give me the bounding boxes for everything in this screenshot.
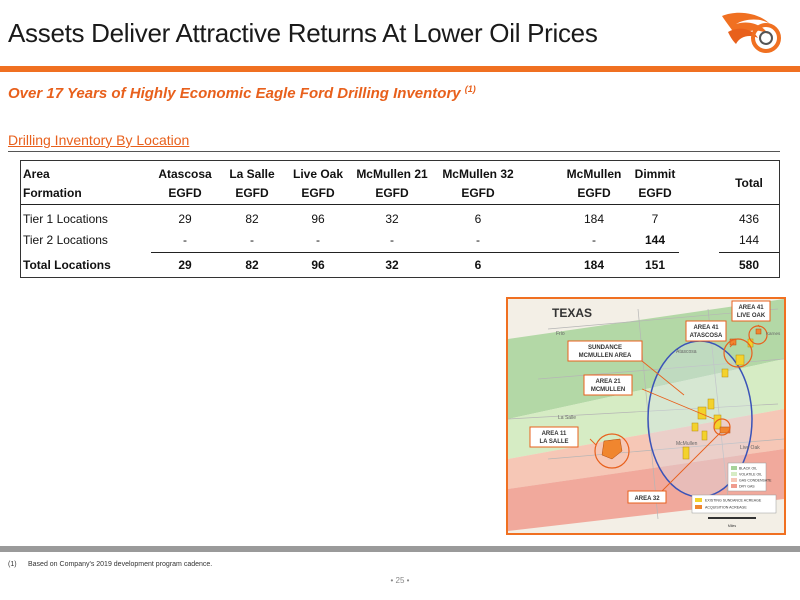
callout-line: LA SALLE bbox=[539, 439, 568, 445]
legend-label: DRY GAS bbox=[739, 485, 755, 489]
callout-line: LIVE OAK bbox=[737, 313, 766, 319]
subtitle-footnote-ref: (1) bbox=[464, 84, 476, 94]
table-cell: 32 bbox=[385, 258, 399, 272]
table-cell: 82 bbox=[245, 258, 259, 272]
col-header-total: Total bbox=[735, 176, 763, 190]
section-rule bbox=[8, 151, 780, 152]
table-cell: 6 bbox=[474, 212, 482, 226]
callout-line: SUNDANCE bbox=[588, 345, 622, 351]
callout-line: AREA 41 bbox=[738, 305, 764, 311]
header-separator bbox=[21, 204, 779, 205]
company-logo bbox=[722, 12, 781, 53]
table-cell: 151 bbox=[644, 258, 666, 272]
county-label: La Salle bbox=[558, 415, 576, 421]
row-label-total: Total Locations bbox=[23, 258, 111, 272]
scale-bar bbox=[708, 517, 756, 519]
col-header-formation: EGFD bbox=[168, 186, 202, 200]
table-cell-total: 144 bbox=[738, 233, 760, 247]
legend-label: EXISTING SUNDANCE ACREAGE bbox=[705, 499, 762, 503]
map-graphic: TEXAS Frio Atascosa Karnes La Salle McMu… bbox=[508, 299, 784, 533]
table-cell: - bbox=[183, 233, 187, 247]
row-label-tier2: Tier 2 Locations bbox=[23, 233, 108, 247]
col-header-area: McMullen bbox=[566, 167, 622, 181]
col-header-formation: EGFD bbox=[301, 186, 335, 200]
callout-line: MCMULLEN AREA bbox=[579, 353, 632, 359]
table-cell: 96 bbox=[311, 258, 325, 272]
legend-label: ACQUISITION ACREAGE bbox=[705, 506, 747, 510]
legend-label: BLACK OIL bbox=[739, 467, 757, 471]
col-header-area: La Salle bbox=[229, 167, 275, 181]
page-title: Assets Deliver Attractive Returns At Low… bbox=[8, 18, 598, 48]
table-cell: 29 bbox=[178, 212, 192, 226]
table-cell: 82 bbox=[245, 212, 259, 226]
county-label: Live Oak bbox=[740, 445, 760, 451]
row-label-tier1: Tier 1 Locations bbox=[23, 212, 108, 226]
col-header-area: Dimmit bbox=[634, 167, 676, 181]
county-label: McMullen bbox=[676, 441, 698, 447]
table-cell: - bbox=[250, 233, 254, 247]
map-state-label: TEXAS bbox=[552, 306, 592, 320]
legend-label: GAS CONDENSATE bbox=[739, 479, 772, 483]
footnote-text: Based on Company's 2019 development prog… bbox=[28, 561, 213, 568]
county-label: Karnes bbox=[766, 331, 781, 336]
col-header-area: McMullen 21 bbox=[356, 167, 428, 181]
table-cell: 7 bbox=[651, 212, 659, 226]
header-divider bbox=[0, 66, 800, 72]
subtitle-text: Over 17 Years of Highly Economic Eagle F… bbox=[8, 85, 465, 102]
page-number-value: 25 bbox=[395, 576, 405, 585]
area-row-label: Area bbox=[23, 167, 50, 181]
scale-label: Miles bbox=[728, 524, 736, 528]
table-cell: 6 bbox=[474, 258, 482, 272]
legend-label: VOLATILE OIL bbox=[739, 473, 762, 477]
table-cell: 184 bbox=[583, 212, 605, 226]
table-cell: 144 bbox=[644, 233, 666, 247]
table-cell: - bbox=[390, 233, 394, 247]
county-label: Frio bbox=[556, 331, 565, 337]
formation-row-label: Formation bbox=[23, 186, 82, 200]
table-cell-total: 436 bbox=[738, 212, 760, 226]
table-cell: 96 bbox=[311, 212, 325, 226]
county-label: Atascosa bbox=[676, 349, 697, 355]
table-cell: 184 bbox=[583, 258, 605, 272]
col-header-area: Live Oak bbox=[292, 167, 344, 181]
col-header-formation: EGFD bbox=[638, 186, 672, 200]
footer-divider bbox=[0, 546, 800, 552]
inventory-table: Area Formation Atascosa EGFD La Salle EG… bbox=[20, 160, 780, 278]
table-cell: - bbox=[476, 233, 480, 247]
table-cell: 29 bbox=[178, 258, 192, 272]
totals-rule-total bbox=[719, 252, 779, 253]
callout-line: AREA 32 bbox=[634, 496, 660, 502]
callout-line: AREA 21 bbox=[595, 379, 621, 385]
callout-line: MCMULLEN bbox=[591, 387, 625, 393]
table-cell: - bbox=[316, 233, 320, 247]
table-cell-total: 580 bbox=[738, 258, 760, 272]
col-header-formation: EGFD bbox=[235, 186, 269, 200]
col-header-area: McMullen 32 bbox=[442, 167, 514, 181]
col-header-area: Atascosa bbox=[158, 167, 212, 181]
col-header-formation: EGFD bbox=[577, 186, 611, 200]
slide-subtitle: Over 17 Years of Highly Economic Eagle F… bbox=[8, 84, 476, 102]
footnote-number: (1) bbox=[8, 561, 17, 568]
section-heading: Drilling Inventory By Location bbox=[8, 132, 190, 148]
col-header-formation: EGFD bbox=[375, 186, 409, 200]
table-cell: - bbox=[592, 233, 596, 247]
col-header-formation: EGFD bbox=[461, 186, 495, 200]
page-number: • 25 • bbox=[390, 576, 410, 585]
totals-rule bbox=[151, 252, 679, 253]
eagle-ford-map: TEXAS Frio Atascosa Karnes La Salle McMu… bbox=[506, 297, 786, 535]
callout-line: ATASCOSA bbox=[690, 333, 723, 339]
callout-line: AREA 41 bbox=[693, 325, 719, 331]
table-cell: 32 bbox=[385, 212, 399, 226]
callout-line: AREA 11 bbox=[542, 431, 567, 437]
